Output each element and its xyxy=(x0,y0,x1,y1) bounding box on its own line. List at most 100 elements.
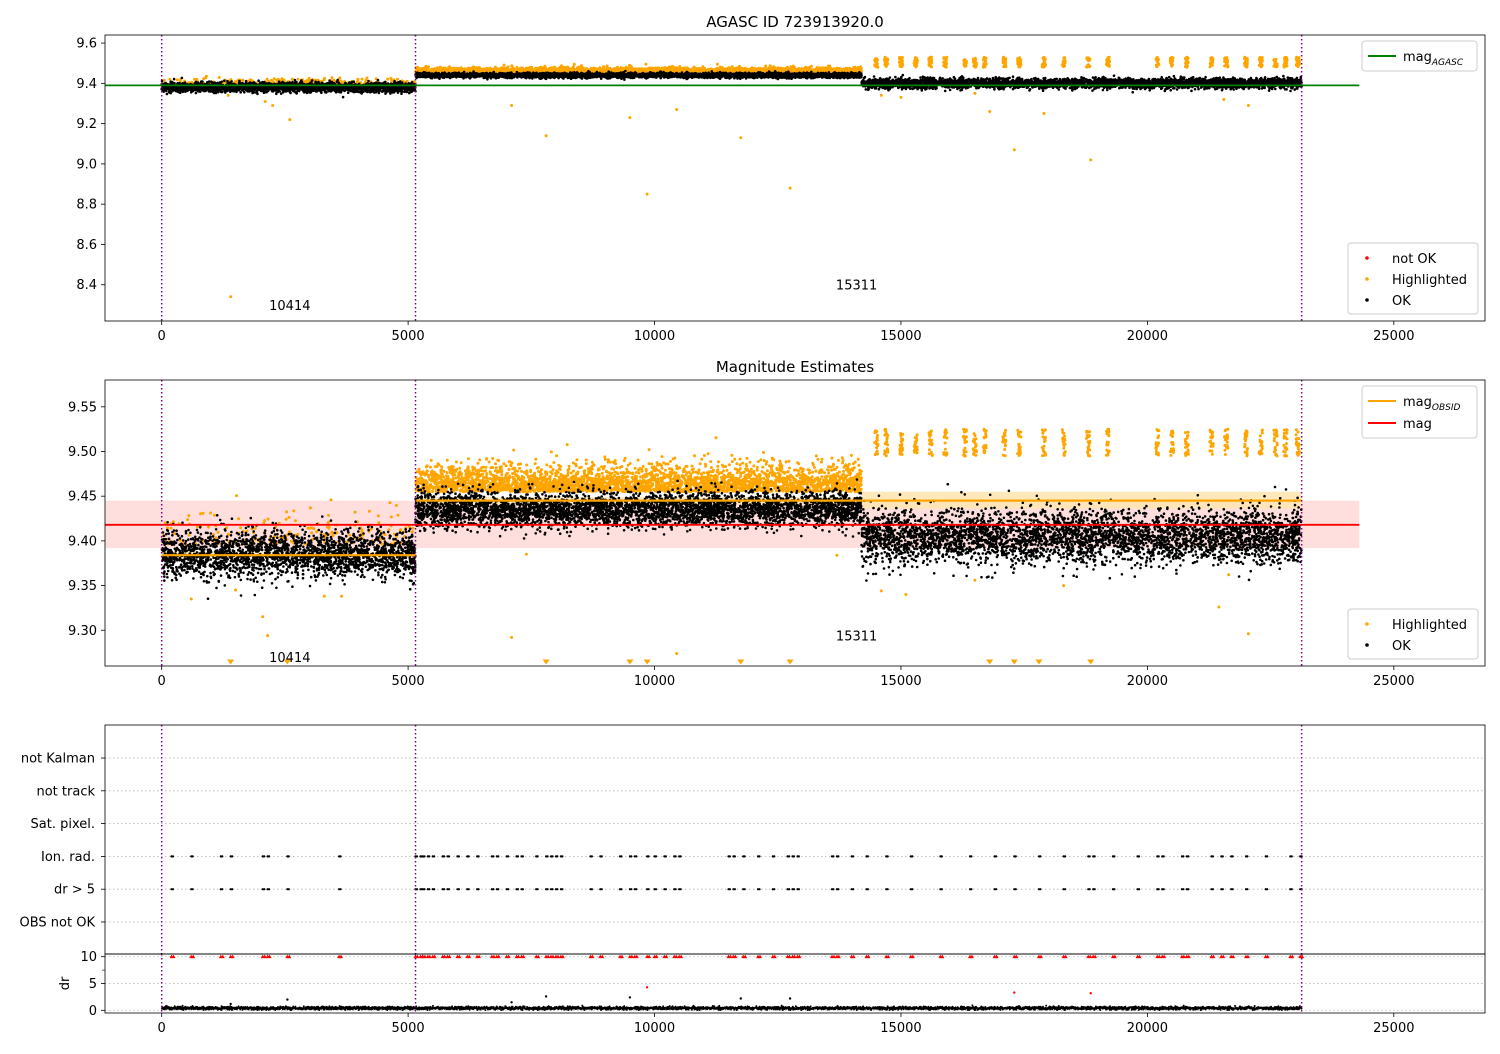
dr-capped-marker xyxy=(491,954,496,959)
y-tick-label: 9.55 xyxy=(68,400,97,415)
dr-capped-marker xyxy=(1137,954,1142,959)
x-tick-label: 0 xyxy=(158,329,166,344)
x-tick-label: 10000 xyxy=(634,329,675,344)
dr-capped-marker xyxy=(787,954,792,959)
dr-capped-marker xyxy=(743,954,748,959)
flag-points xyxy=(170,855,1303,891)
x-tick-label: 20000 xyxy=(1127,329,1168,344)
dr-capped-marker xyxy=(1221,954,1226,959)
dr-capped-marker xyxy=(1112,954,1117,959)
x-tick-label: 25000 xyxy=(1373,1021,1414,1036)
below-range-marker xyxy=(986,659,994,665)
y-tick-label: 10 xyxy=(80,950,97,965)
dr-capped-marker xyxy=(427,954,432,959)
dr-capped-marker xyxy=(521,954,526,959)
plot-area xyxy=(105,954,1485,1011)
x-tick-label: 5000 xyxy=(392,329,425,344)
legend-label: OK xyxy=(1392,294,1411,309)
flag-category-label: Sat. pixel. xyxy=(31,817,95,832)
dr-capped-marker xyxy=(555,954,560,959)
dr-capped-marker xyxy=(267,954,272,959)
dr-outlier-points xyxy=(229,995,792,1006)
obsid-label: 10414 xyxy=(269,651,310,666)
legend-label: Highlighted xyxy=(1392,273,1467,288)
dr-capped-marker xyxy=(1245,954,1250,959)
dr-capped-marker xyxy=(339,954,344,959)
legend-label-main: mag xyxy=(1403,417,1432,432)
flag-category-label: OBS not OK xyxy=(20,916,96,931)
dr-points xyxy=(160,1004,1303,1011)
below-range-marker xyxy=(542,659,550,665)
dr-capped-marker xyxy=(772,954,777,959)
ok-points xyxy=(160,478,1303,600)
dr-capped-marker xyxy=(551,954,556,959)
dr-capped-marker xyxy=(851,954,856,959)
dr-capped-marker xyxy=(629,954,634,959)
y-tick-label: 9.35 xyxy=(68,579,97,594)
dr-capped-marker xyxy=(516,954,521,959)
dr-capped-marker xyxy=(506,954,511,959)
dr-capped-marker xyxy=(994,954,999,959)
dr-capped-marker xyxy=(792,954,797,959)
x-tick-label: 5000 xyxy=(392,674,425,689)
dr-capped-marker xyxy=(728,954,733,959)
dr-capped-marker xyxy=(415,954,420,959)
y-tick-label: 9.45 xyxy=(68,490,97,505)
legend-label: not OK xyxy=(1392,252,1437,267)
dr-capped-marker xyxy=(191,954,196,959)
x-tick-label: 0 xyxy=(158,1021,166,1036)
x-tick-label: 20000 xyxy=(1127,1021,1168,1036)
below-range-marker xyxy=(1010,659,1018,665)
dr-capped-marker xyxy=(620,954,625,959)
below-range-marker xyxy=(283,659,291,665)
legend-box xyxy=(1361,40,1478,72)
y-tick-label: 9.30 xyxy=(68,624,97,639)
legend-marker-swatch xyxy=(1365,298,1369,302)
x-tick-label: 0 xyxy=(158,674,166,689)
dr-capped-marker xyxy=(496,954,501,959)
dr-capped-marker xyxy=(1231,954,1236,959)
dr-capped-marker xyxy=(536,954,541,959)
x-tick-label: 10000 xyxy=(634,674,675,689)
y-tick-label: 9.6 xyxy=(76,37,97,52)
dr-capped-marker xyxy=(886,954,891,959)
dr-capped-marker xyxy=(831,954,836,959)
dr-capped-marker xyxy=(1093,954,1098,959)
obsid-label: 15311 xyxy=(836,630,877,645)
dr-capped-marker xyxy=(1186,954,1191,959)
obsid-label: 15311 xyxy=(836,279,877,294)
dr-capped-marker xyxy=(758,954,763,959)
panel-agasc: 10414 15311 0 5000 10000 15000 20000 25000 8.4 8.… xyxy=(76,13,1486,344)
dr-capped-marker xyxy=(969,954,974,959)
below-range-marker xyxy=(1035,659,1043,665)
legend-label: OK xyxy=(1392,639,1411,654)
flag-category-label: not track xyxy=(36,784,95,799)
dr-capped-marker xyxy=(866,954,871,959)
dr-capped-marker xyxy=(171,954,176,959)
panel-flags: not Kalman not track Sat. pixel. Ion. rad. d… xyxy=(20,724,1486,955)
dr-capped-marker xyxy=(910,954,915,959)
y-tick-label: 9.50 xyxy=(68,445,97,460)
y-tick-label: 9.40 xyxy=(68,534,97,549)
line-legend: magAGASC xyxy=(1361,40,1478,72)
flag-category-label: not Kalman xyxy=(21,752,95,767)
legend-box xyxy=(1361,385,1478,439)
y-tick-label: 8.4 xyxy=(76,278,97,293)
marker-legend: Highlighted OK xyxy=(1347,608,1479,660)
y-tick-label: 9.4 xyxy=(76,77,97,92)
dr-capped-marker xyxy=(230,954,235,959)
panel-estimates: 10414 15311 0 5000 10000 15000 20000 25000 9.30 9… xyxy=(68,358,1486,689)
dr-capped-marker xyxy=(1265,954,1270,959)
dr-capped-marker xyxy=(422,954,427,959)
y-tick-label: 5 xyxy=(89,977,97,992)
dr-capped-marker xyxy=(442,954,447,959)
x-tick-label: 10000 xyxy=(634,1021,675,1036)
dr-capped-marker xyxy=(1157,954,1162,959)
dr-capped-marker xyxy=(664,954,669,959)
x-tick-label: 25000 xyxy=(1373,674,1414,689)
dr-capped-marker xyxy=(287,954,292,959)
x-tick-label: 15000 xyxy=(880,674,921,689)
below-range-marker xyxy=(737,659,745,665)
